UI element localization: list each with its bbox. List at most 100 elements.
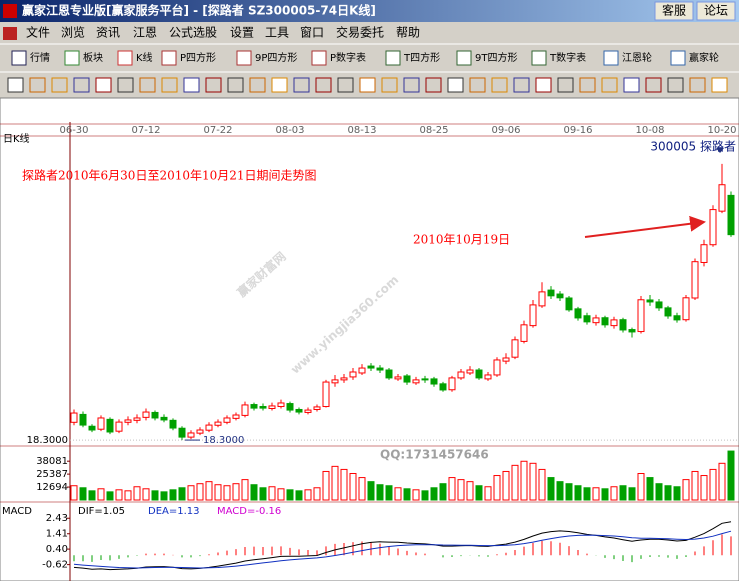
toolbar-button[interactable]: T四方形 [403, 51, 440, 64]
window-button-label[interactable]: 论坛 [704, 4, 728, 18]
toolbar-icon[interactable] [11, 50, 27, 66]
toolbar-icon[interactable] [271, 77, 288, 93]
window-button[interactable] [696, 1, 736, 21]
menu-item[interactable]: 工具 [265, 26, 289, 40]
menu-item[interactable]: 公式选股 [169, 26, 217, 40]
toolbar-button[interactable]: 赢家轮 [689, 51, 719, 64]
toolbar-button[interactable]: 板块 [83, 51, 103, 64]
toolbar-icon[interactable] [469, 77, 486, 93]
toolbar-icon[interactable] [456, 50, 472, 66]
toolbar-icon[interactable] [447, 77, 464, 93]
toolbar-icon[interactable] [205, 77, 222, 93]
macd-line [73, 521, 732, 571]
toolbar-icon[interactable] [645, 77, 662, 93]
volume-bar [439, 483, 447, 501]
toolbar-icon[interactable] [117, 50, 133, 66]
toolbar-icon[interactable] [623, 77, 640, 93]
toolbar-button[interactable]: P数字表 [330, 51, 366, 64]
volume-bar [664, 485, 672, 501]
menu-item[interactable]: 文件 [26, 25, 50, 40]
volume-bar [160, 491, 168, 501]
toolbar-icon[interactable] [531, 50, 547, 66]
title-bar [0, 0, 739, 22]
toolbar-button[interactable]: K线 [136, 51, 153, 64]
volume-bar [70, 485, 78, 501]
toolbar-button[interactable]: P四方形 [180, 51, 216, 64]
annotation: 探路者2010年6月30日至2010年10月21日期间走势图 [22, 168, 317, 183]
volume-bar [133, 486, 141, 501]
toolbar-icon[interactable] [579, 77, 596, 93]
toolbar-icon[interactable] [95, 77, 112, 93]
volume-bar [97, 488, 105, 501]
toolbar-icon[interactable] [689, 77, 706, 93]
candle-body [457, 371, 465, 379]
candle-body [250, 404, 258, 409]
candle-body [718, 184, 726, 212]
candle-body [151, 411, 159, 419]
candle-body [259, 406, 267, 409]
x-tick-label: 10-08 [635, 125, 664, 136]
candle-body [484, 374, 492, 380]
volume-bar [385, 485, 393, 501]
volume-bar [673, 486, 681, 501]
candle-body [115, 421, 123, 432]
app-icon [3, 4, 17, 18]
toolbar-icon[interactable] [381, 77, 398, 93]
toolbar-icon[interactable] [73, 77, 90, 93]
menu-item[interactable]: 资讯 [96, 26, 120, 40]
toolbar-icon[interactable] [293, 77, 310, 93]
toolbar-icon[interactable] [535, 77, 552, 93]
toolbar-icon[interactable] [7, 77, 24, 93]
toolbar-icon[interactable] [491, 77, 508, 93]
menu-item[interactable]: 设置 [230, 26, 254, 40]
menu-item[interactable]: 浏览 [61, 25, 85, 40]
toolbar-icon[interactable] [139, 77, 156, 93]
toolbar-button[interactable]: 行情 [30, 51, 50, 64]
toolbar-icon[interactable] [64, 50, 80, 66]
toolbar-icon[interactable] [670, 50, 686, 66]
menu-item[interactable]: 江恩 [133, 26, 157, 40]
toolbar-icon[interactable] [183, 77, 200, 93]
toolbar-icon[interactable] [311, 50, 327, 66]
candle-body [133, 417, 141, 421]
candle-body [79, 413, 87, 426]
volume-bar [403, 488, 411, 501]
toolbar-icon[interactable] [601, 77, 618, 93]
toolbar-icon[interactable] [161, 77, 178, 93]
toolbar-icon[interactable] [711, 77, 728, 93]
toolbar-button[interactable]: 江恩轮 [622, 51, 652, 64]
toolbar-icon[interactable] [337, 77, 354, 93]
toolbar-icon[interactable] [667, 77, 684, 93]
toolbar-icon[interactable] [403, 77, 420, 93]
toolbar-icon[interactable] [51, 77, 68, 93]
toolbar-button[interactable]: 9P四方形 [255, 51, 297, 64]
toolbar-icon[interactable] [161, 50, 177, 66]
toolbar-icon[interactable] [236, 50, 252, 66]
menu-item[interactable]: 窗口 [300, 26, 324, 40]
toolbar-icon[interactable] [117, 77, 134, 93]
toolbar-icon[interactable] [29, 77, 46, 93]
toolbar-icon[interactable] [557, 77, 574, 93]
window-button[interactable] [654, 1, 694, 21]
menu-item[interactable]: 帮助 [396, 26, 420, 40]
toolbar-button[interactable]: T数字表 [549, 51, 586, 64]
toolbar-icon[interactable] [603, 50, 619, 66]
toolbar-icon[interactable] [359, 77, 376, 93]
toolbar-icon[interactable] [385, 50, 401, 66]
toolbar-button[interactable]: 9T四方形 [475, 51, 517, 64]
toolbar-icon[interactable] [425, 77, 442, 93]
toolbar-icon[interactable] [227, 77, 244, 93]
volume-bar [151, 490, 159, 501]
candle-body [142, 411, 150, 418]
chart-subtitle: 300005 探路者 [650, 139, 736, 154]
volume-bar [88, 490, 96, 501]
candle-body [196, 429, 204, 434]
menu-item[interactable]: 交易委托 [336, 25, 384, 40]
toolbar-icon[interactable] [513, 77, 530, 93]
volume-bar [718, 462, 726, 501]
toolbar-icon[interactable] [315, 77, 332, 93]
window-button-label[interactable]: 客服 [662, 3, 686, 18]
candle-body [412, 379, 420, 384]
toolbar-icon[interactable] [249, 77, 266, 93]
